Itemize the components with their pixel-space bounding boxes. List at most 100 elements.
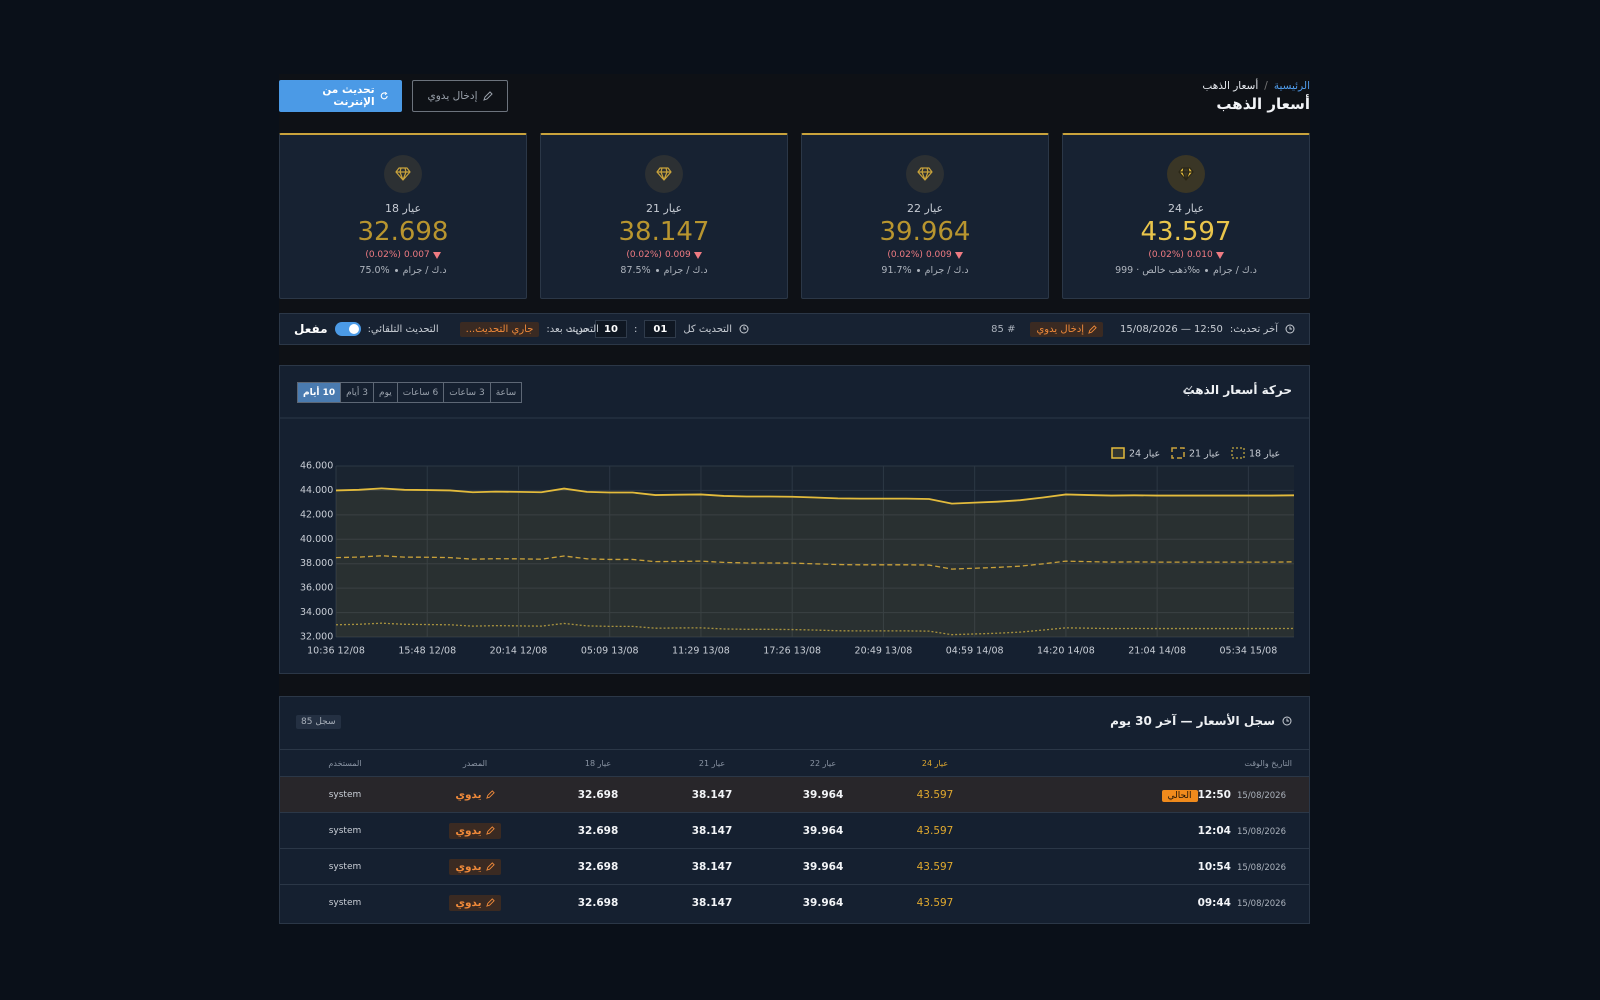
column-header: عيار 24 (878, 749, 992, 777)
time: 09:44 (1197, 896, 1231, 909)
price-cell: 39.964 (768, 812, 878, 849)
card-icon (906, 155, 944, 193)
price-card: عيار 24 43.597 0.010 (0.02%) د.ك / جرام ذهب خ… (1062, 133, 1310, 299)
y-tick-label: 44.000 (300, 485, 333, 496)
change-value: 0.010 (1186, 250, 1213, 260)
refresh-button[interactable]: تحديث من الإنترنت (279, 80, 402, 112)
card-unit: د.ك / جرام (1212, 265, 1257, 276)
x-tick-label: 05:09 13/08 (581, 646, 639, 657)
price-cell: 39.964 (768, 848, 878, 885)
manual-entry-button[interactable]: إدخال يدوي (412, 80, 508, 112)
diamond-icon (1178, 167, 1194, 181)
change-percent: (0.02%) (887, 250, 923, 260)
date-cell: 10:54 15/08/2026 (992, 848, 1309, 885)
breadcrumb: الرئيسية / أسعار الذهب (1202, 80, 1310, 92)
page-title: أسعار الذهب (1216, 95, 1310, 113)
pencil-icon (485, 898, 495, 908)
pencil-shape (485, 826, 495, 835)
range-button[interactable]: يوم (373, 383, 397, 402)
price-cell: 32.698 (540, 776, 656, 813)
card-change: 0.009 (0.02%) (541, 250, 787, 260)
y-tick-label: 38.000 (300, 558, 333, 569)
range-button[interactable]: ساعة (489, 383, 521, 402)
breadcrumb-current: أسعار الذهب (1202, 80, 1259, 92)
card-icon (1167, 155, 1205, 193)
down-arrow (432, 251, 441, 259)
pencil-shape (485, 898, 495, 908)
range-button[interactable]: 3 أيام (340, 383, 373, 402)
x-tick-label: 05:34 15/08 (1219, 646, 1277, 657)
pencil-icon (485, 862, 495, 871)
content: الرئيسية / أسعار الذهب أسعار الذهب إدخال ي… (279, 74, 1310, 924)
hours-input[interactable]: 01 (644, 320, 677, 338)
date: 15/08/2026 (1237, 898, 1286, 909)
chart-header: حركة أسعار الذهب (1183, 383, 1292, 397)
source-badge: يدوي (449, 787, 500, 803)
source-badge-label: إدخال يدوي (1036, 323, 1085, 335)
chart-icon (1183, 385, 1192, 393)
auto-update-toggle[interactable] (334, 322, 361, 336)
clock-icon (739, 324, 749, 334)
user-cell: system (280, 848, 410, 885)
current-badge: الحالي (1161, 789, 1198, 802)
time: 12:50 (1197, 788, 1231, 801)
refresh-icon (380, 91, 388, 100)
auto-update-group: التحديث بعد: جاري التحديث... التحديث الت… (294, 314, 599, 344)
chart-panel: 32.000 34.000 36.000 38.000 40.000 42.000 44.0… (279, 365, 1310, 674)
card-unit: د.ك / جرام (924, 265, 969, 276)
card-label: عيار 18 (384, 202, 422, 215)
range-button[interactable]: 10 أيام (298, 383, 341, 402)
table-row: 09:44 15/08/2026 43.597 39.964 38.147 32.698 ي… (280, 884, 1309, 921)
source-label: يدوي (455, 788, 482, 801)
price-cell: 38.147 (656, 776, 768, 813)
range-button[interactable]: 6 ساعات (396, 383, 443, 402)
x-tick-label: 15:48 12/08 (398, 646, 456, 657)
price-cell: 38.147 (656, 812, 768, 849)
down-arrow-shape (954, 251, 963, 259)
price-cell: 43.597 (878, 812, 992, 849)
card-price: 32.698 (357, 217, 449, 247)
price-cell: 39.964 (768, 776, 878, 813)
legend-swatch (1171, 447, 1185, 459)
last-update-group: آخر تحديث: 12:50 — 15/08/2026 إدخال يدوي… (991, 314, 1295, 344)
price-card: عيار 18 32.698 0.007 (0.02%) د.ك / جرام 75.0% (279, 133, 527, 299)
card-change: 0.007 (0.02%) (280, 250, 526, 260)
source-label: يدوي (455, 896, 482, 909)
price-cell: 39.964 (768, 884, 878, 921)
history-header: سجل الأسعار — آخر 30 يوم (1110, 714, 1292, 728)
history-title: سجل الأسعار — آخر 30 يوم (1110, 714, 1275, 728)
pencil-icon (485, 826, 495, 835)
next-update-label: التحديث بعد: (546, 323, 599, 335)
breadcrumb-separator: / (1264, 80, 1268, 92)
range-selector: ساعة 3 ساعات 6 ساعات يوم 3 أيام 10 أيام (297, 382, 523, 403)
change-value: 0.007 (403, 250, 430, 260)
price-cell: 43.597 (878, 776, 992, 813)
auto-update-label: التحديث التلقائي: (367, 323, 439, 335)
price-card: عيار 21 38.147 0.009 (0.02%) د.ك / جرام 87.5% (540, 133, 788, 299)
source-badge: يدوي (449, 894, 501, 911)
x-tick-label: 20:14 12/08 (490, 646, 548, 657)
card-note: 75.0% (359, 265, 390, 276)
price-cell: 32.698 (540, 848, 656, 885)
column-header: المستخدم (280, 749, 410, 777)
minutes-input[interactable]: 10 (594, 320, 627, 338)
breadcrumb-home[interactable]: الرئيسية (1273, 80, 1310, 92)
price-cards: عيار 24 43.597 0.010 (0.02%) د.ك / جرام ذهب خ… (279, 133, 1310, 299)
range-button[interactable]: 3 ساعات (443, 383, 489, 402)
header-actions: إدخال يدوي تحديث من الإنترنت (279, 80, 508, 112)
last-update-label: آخر تحديث: (1229, 323, 1278, 335)
card-unit-row: د.ك / جرام ذهب خالص · 999‰ (1063, 265, 1309, 276)
source-cell: يدوي (410, 848, 540, 885)
time: 10:54 (1197, 860, 1231, 873)
date: 15/08/2026 (1237, 790, 1286, 801)
card-note: 91.7% (881, 265, 912, 276)
date: 15/08/2026 (1237, 862, 1286, 873)
table-header: التاريخ والوقت عيار 24 عيار 22 عيار 21 عيار … (280, 749, 1309, 777)
diamond-icon (917, 167, 933, 181)
x-tick-label: 14:20 14/08 (1037, 646, 1095, 657)
change-value: 0.009 (664, 250, 691, 260)
card-unit-row: د.ك / جرام 75.0% (280, 265, 526, 276)
column-header: عيار 18 (540, 749, 656, 777)
card-label: عيار 24 (1167, 202, 1205, 215)
interval-group: التحديث كل 01 : 10 س:د (568, 314, 749, 344)
